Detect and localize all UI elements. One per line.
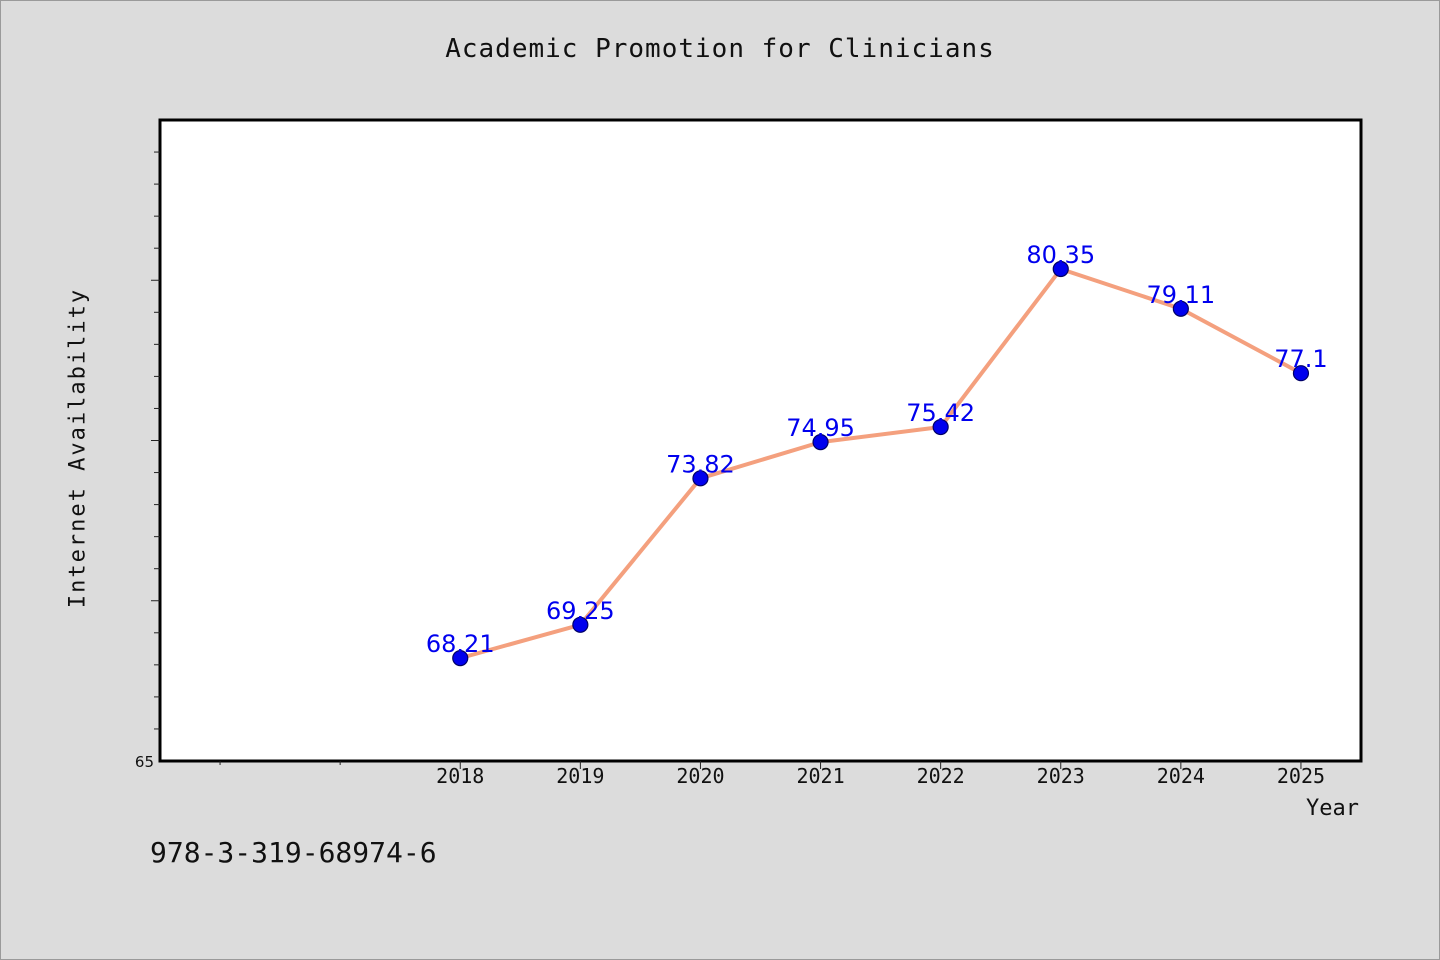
data-label: 74.95 <box>786 414 855 442</box>
data-point <box>1172 300 1189 317</box>
data-label: 73.82 <box>666 450 735 478</box>
x-tick-label: 2019 <box>556 764 604 788</box>
data-point <box>812 434 829 451</box>
data-label: 69.25 <box>546 597 615 625</box>
series-layer <box>452 260 1310 667</box>
x-tick-label: 2023 <box>1037 764 1085 788</box>
isbn-text: 978-3-319-68974-6 <box>150 836 437 869</box>
data-point <box>452 650 469 667</box>
y-tick-label: 65 <box>135 753 154 771</box>
x-tick-label: 2024 <box>1157 764 1205 788</box>
data-point <box>1052 260 1069 278</box>
data-point <box>572 616 589 633</box>
y-axis-ticks: 65 <box>135 151 160 771</box>
data-label-layer: 68.21 69.25 73.82 74.95 75.42 80.35 79.11 77.1 <box>426 241 1328 658</box>
chart-title: Academic Promotion for Clinicians <box>445 34 995 64</box>
data-label: 80.35 <box>1026 241 1095 269</box>
data-point <box>932 418 949 436</box>
data-label: 77.1 <box>1274 345 1327 373</box>
x-tick-label: 2021 <box>796 764 844 788</box>
data-point <box>1292 365 1310 382</box>
x-axis-label: Year <box>1306 796 1359 821</box>
x-tick-label: 2025 <box>1277 764 1325 788</box>
plot-area <box>158 118 1363 763</box>
series-line <box>459 267 1302 661</box>
data-label: 75.42 <box>906 399 975 427</box>
x-tick-label: 2018 <box>436 764 484 788</box>
data-label: 79.11 <box>1146 281 1215 309</box>
data-label: 68.21 <box>426 630 495 658</box>
x-axis-ticks: 2018 2019 2020 2021 2022 2023 2024 2025 <box>219 761 1325 788</box>
x-tick-label: 2022 <box>917 764 965 788</box>
data-point <box>692 470 709 487</box>
x-tick-label: 2020 <box>676 764 724 788</box>
